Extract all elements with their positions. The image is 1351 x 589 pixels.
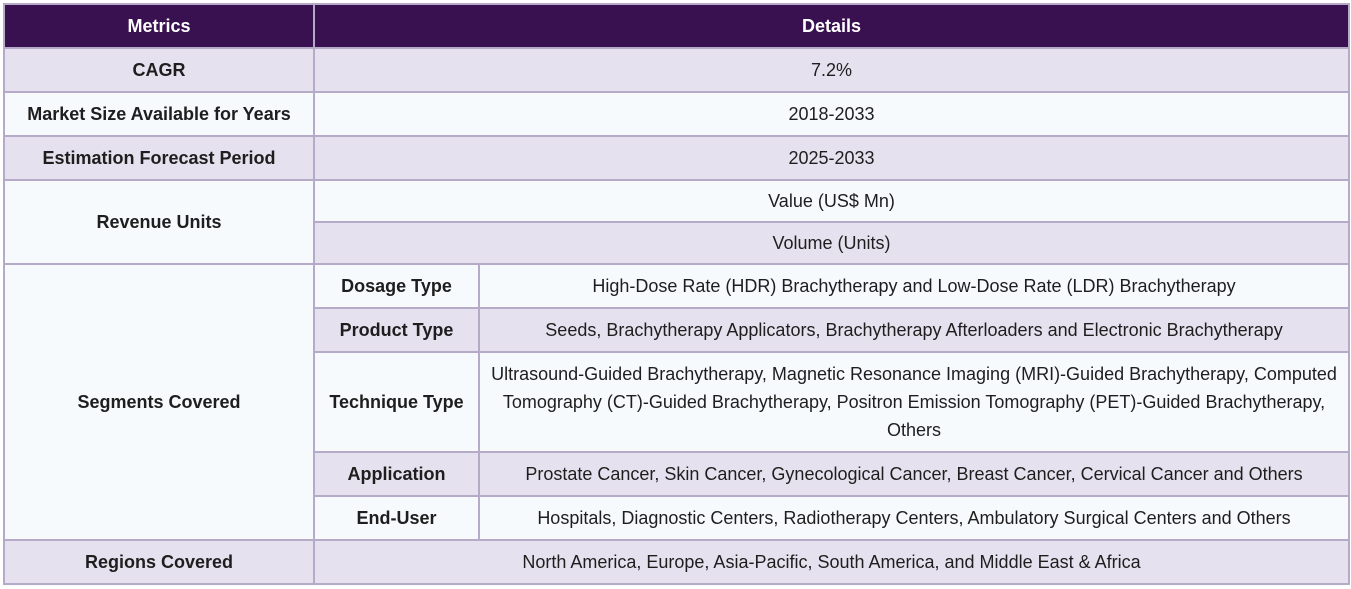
table-row-segment-end-user: End-User Hospitals, Diagnostic Centers, … bbox=[4, 495, 1350, 541]
report-summary-table: Metrics Details CAGR 7.2% Market Size Av… bbox=[3, 3, 1350, 585]
table-row-market-size: Market Size Available for Years 2018-203… bbox=[3, 91, 1350, 137]
segment-value-dosage: High-Dose Rate (HDR) Brachytherapy and L… bbox=[478, 263, 1350, 309]
market-size-value: 2018-2033 bbox=[313, 91, 1350, 137]
table-row-regions: Regions Covered North America, Europe, A… bbox=[3, 539, 1350, 585]
table-row-segment-dosage: Segments Covered Dosage Type High-Dose R… bbox=[3, 263, 1350, 541]
table-row-cagr: CAGR 7.2% bbox=[3, 47, 1350, 93]
table-row-revenue-units: Revenue Units Value (US$ Mn) bbox=[3, 179, 1350, 265]
header-metrics: Metrics bbox=[3, 3, 315, 49]
table-header-row: Metrics Details bbox=[3, 3, 1350, 49]
segment-name-technique: Technique Type bbox=[313, 351, 480, 453]
cagr-value: 7.2% bbox=[313, 47, 1350, 93]
regions-value: North America, Europe, Asia-Pacific, Sou… bbox=[313, 539, 1350, 585]
segment-value-application: Prostate Cancer, Skin Cancer, Gynecologi… bbox=[478, 451, 1350, 497]
segments-label: Segments Covered bbox=[3, 263, 315, 541]
segment-name-application: Application bbox=[313, 451, 480, 497]
segment-name-end-user: End-User bbox=[313, 495, 480, 541]
header-details: Details bbox=[313, 3, 1350, 49]
forecast-label: Estimation Forecast Period bbox=[3, 135, 315, 181]
market-size-label: Market Size Available for Years bbox=[3, 91, 315, 137]
segment-value-end-user: Hospitals, Diagnostic Centers, Radiother… bbox=[478, 495, 1350, 541]
regions-label: Regions Covered bbox=[3, 539, 315, 585]
forecast-value: 2025-2033 bbox=[313, 135, 1350, 181]
revenue-units-value-1: Value (US$ Mn) bbox=[313, 179, 1350, 223]
segment-name-dosage: Dosage Type bbox=[313, 263, 480, 309]
table-row-segment-application: Application Prostate Cancer, Skin Cancer… bbox=[4, 451, 1350, 497]
table-row-segment-product: Product Type Seeds, Brachytherapy Applic… bbox=[4, 307, 1350, 353]
table-row-revenue-units-2: Volume (Units) bbox=[4, 221, 1350, 265]
revenue-units-value-2: Volume (Units) bbox=[313, 221, 1350, 265]
table-row-segment-technique: Technique Type Ultrasound-Guided Brachyt… bbox=[4, 351, 1350, 453]
segment-value-product: Seeds, Brachytherapy Applicators, Brachy… bbox=[478, 307, 1350, 353]
segment-value-technique: Ultrasound-Guided Brachytherapy, Magneti… bbox=[478, 351, 1350, 453]
table-row-forecast: Estimation Forecast Period 2025-2033 bbox=[3, 135, 1350, 181]
revenue-units-label: Revenue Units bbox=[3, 179, 315, 265]
cagr-label: CAGR bbox=[3, 47, 315, 93]
segment-name-product: Product Type bbox=[313, 307, 480, 353]
